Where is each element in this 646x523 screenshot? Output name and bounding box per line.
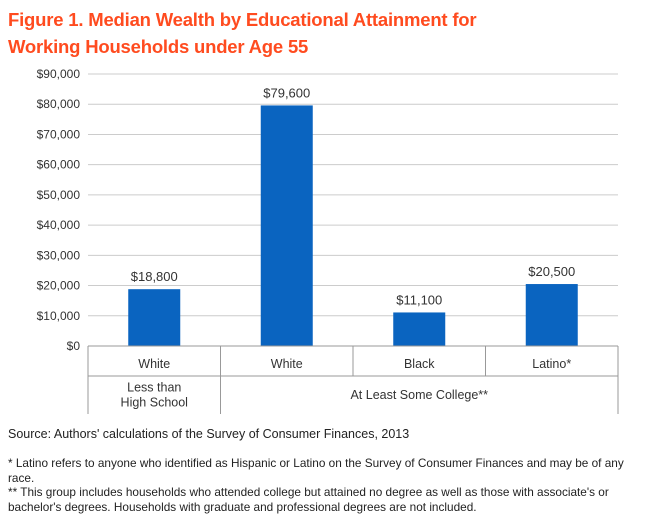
group-label: High School: [121, 396, 188, 410]
data-label: $18,800: [131, 269, 178, 284]
group-label: Less than: [127, 381, 181, 395]
category-label: Black: [404, 357, 435, 371]
chart-title: Figure 1. Median Wealth by Educational A…: [8, 6, 568, 60]
footnotes: * Latino refers to anyone who identified…: [8, 456, 640, 514]
y-tick-label: $50,000: [37, 188, 81, 202]
bar: [260, 105, 313, 346]
footnote-college: ** This group includes households who at…: [8, 485, 609, 514]
footnote-latino: * Latino refers to anyone who identified…: [8, 456, 624, 485]
y-tick-label: $0: [67, 339, 81, 353]
y-tick-labels: $0 $10,000 $20,000 $30,000 $40,000 $50,000 $60…: [37, 67, 81, 353]
category-label: Latino*: [532, 357, 571, 371]
y-tick-label: $70,000: [37, 127, 81, 141]
chart-title-line-2: Working Households under Age 55: [8, 36, 309, 57]
y-tick-label: $30,000: [37, 248, 81, 262]
y-tick-label: $80,000: [37, 97, 81, 111]
bars: [128, 105, 578, 346]
y-tick-label: $10,000: [37, 309, 81, 323]
data-label: $79,600: [263, 85, 310, 100]
bar: [393, 312, 446, 346]
group-label: At Least Some College**: [350, 388, 488, 402]
bar: [128, 289, 181, 346]
data-label: $11,100: [396, 292, 442, 307]
bar: [525, 284, 578, 346]
category-labels: White White Black Latino*: [138, 357, 571, 371]
category-label: White: [271, 357, 303, 371]
source-note: Source: Authors' calculations of the Sur…: [8, 427, 410, 441]
chart-title-line-1: Figure 1. Median Wealth by Educational A…: [8, 9, 477, 30]
category-label: White: [138, 357, 170, 371]
y-tick-label: $90,000: [37, 67, 81, 81]
y-tick-label: $60,000: [37, 158, 81, 172]
y-tick-label: $40,000: [37, 218, 81, 232]
data-labels: $18,800 $79,600 $11,100 $20,500: [131, 85, 576, 307]
data-label: $20,500: [528, 264, 575, 279]
y-tick-label: $20,000: [37, 279, 81, 293]
x-axis: [87, 345, 619, 414]
bar-chart: $0 $10,000 $20,000 $30,000 $40,000 $50,000 $60…: [37, 67, 619, 414]
